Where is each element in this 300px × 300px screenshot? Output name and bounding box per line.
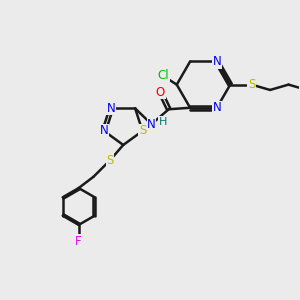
Text: S: S (106, 154, 114, 167)
Text: N: N (212, 101, 221, 114)
Text: N: N (147, 118, 156, 130)
Text: Cl: Cl (158, 69, 169, 82)
Text: F: F (75, 235, 82, 248)
Text: S: S (248, 78, 255, 91)
Text: N: N (107, 102, 116, 115)
Text: H: H (159, 117, 167, 127)
Text: N: N (212, 55, 221, 68)
Text: S: S (139, 124, 146, 137)
Text: N: N (100, 124, 108, 137)
Text: O: O (156, 85, 165, 98)
